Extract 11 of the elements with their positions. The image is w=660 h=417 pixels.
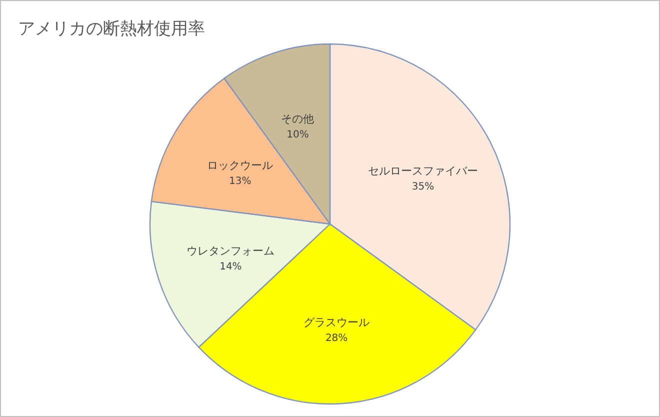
slice-label: グラスウール <box>304 316 370 330</box>
slice-label: ウレタンフォーム <box>186 244 275 258</box>
data-label: 10% <box>286 130 309 141</box>
data-label: 14% <box>220 261 242 272</box>
slice-label: その他 <box>281 112 314 126</box>
slice-label: セルロースファイバー <box>368 164 478 178</box>
data-label: 13% <box>229 176 252 187</box>
data-label: 28% <box>325 333 348 344</box>
chart-title: アメリカの断熱材使用率 <box>18 19 205 39</box>
slice-label: ロックウール <box>207 158 274 172</box>
data-label: 35% <box>412 182 434 193</box>
